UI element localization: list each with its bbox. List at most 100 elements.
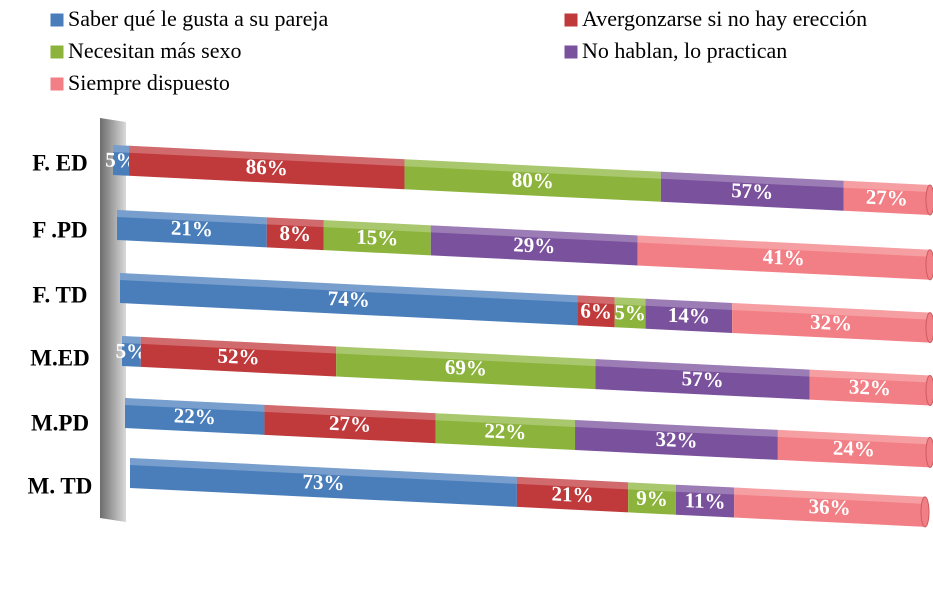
legend-label: Necesitan más sexo: [68, 38, 242, 63]
data-label: 32%: [849, 374, 891, 400]
bar-segment: [266, 217, 324, 251]
bar-highlight: [130, 458, 517, 484]
bar-highlight: [637, 235, 931, 257]
bar-segment: [843, 180, 931, 215]
bar-highlight: [628, 482, 676, 492]
data-label: 57%: [731, 178, 773, 204]
bar-segment: [120, 273, 578, 326]
data-label: 24%: [833, 435, 875, 461]
bar-highlight: [645, 298, 733, 310]
bar-highlight: [777, 429, 931, 445]
data-label: 15%: [356, 225, 398, 251]
category-label: M.ED: [30, 345, 89, 370]
legend-swatch: [49, 12, 65, 28]
bar-segment: [660, 171, 844, 211]
data-label: 14%: [668, 303, 710, 329]
bar-highlight: [660, 171, 844, 188]
category-label: M.PD: [31, 410, 89, 435]
bar-highlight: [125, 398, 265, 412]
bar-highlight: [435, 413, 576, 428]
bar-highlight: [577, 295, 615, 305]
bar-highlight: [323, 220, 431, 233]
bar-segment: [130, 458, 517, 507]
bar-highlight: [120, 273, 578, 303]
bar-segment: [595, 359, 810, 400]
bar-segment: [430, 225, 638, 266]
bar-segment: [575, 420, 778, 460]
data-label: 74%: [328, 286, 370, 312]
bar-segment: [122, 336, 141, 367]
data-label: 57%: [682, 366, 724, 392]
bar-highlight: [129, 145, 405, 167]
bar-segment: [628, 482, 676, 515]
bar-highlight: [117, 210, 267, 225]
bar-segment: [734, 487, 926, 527]
legend-swatch: [563, 12, 579, 28]
category-label: M. TD: [28, 473, 93, 498]
legend-label: Saber qué le gusta a su pareja: [68, 6, 328, 31]
bar-segment: [614, 297, 646, 329]
bar-segment: [125, 398, 265, 435]
bar-end: [925, 375, 933, 407]
data-label: 9%: [636, 486, 667, 512]
legend-swatch: [49, 76, 65, 92]
bar-highlight: [336, 346, 596, 367]
bar-highlight: [404, 159, 661, 179]
data-label: 32%: [655, 427, 697, 453]
category-label: F. ED: [32, 150, 87, 175]
bar-highlight: [430, 225, 638, 243]
data-label: 80%: [512, 167, 554, 193]
data-label: 41%: [763, 244, 805, 270]
bar-highlight: [675, 484, 735, 495]
data-label: 29%: [513, 232, 555, 258]
bar-highlight: [266, 217, 324, 228]
bar-row: 74% 6% 5% 14% 32%: [120, 273, 933, 344]
bar-row: 21% 8% 15% 29% 41%: [117, 210, 933, 281]
bar-highlight: [732, 302, 930, 320]
bar-segment: [809, 369, 931, 406]
bar-segment: [323, 220, 431, 256]
legend-swatch: [563, 44, 579, 60]
bar-highlight: [575, 420, 778, 437]
bar-highlight: [264, 404, 436, 421]
bar-segment: [336, 346, 596, 390]
chart-wall: [100, 118, 126, 522]
bar-row: 5% 86% 80% 57% 27%: [105, 145, 933, 216]
bar-segment: [113, 145, 130, 176]
data-label: 27%: [866, 185, 908, 211]
data-label: 69%: [445, 355, 487, 381]
data-label: 6%: [580, 298, 611, 324]
bar-segment: [577, 295, 615, 328]
bar-segment: [675, 484, 735, 518]
bar-segment: [516, 476, 629, 513]
data-label: 52%: [218, 344, 260, 370]
legend-label: Siempre dispuesto: [68, 70, 230, 95]
bar-end: [925, 312, 933, 344]
bar-segment: [117, 210, 267, 248]
category-label: F .PD: [32, 217, 87, 242]
bar-end: [925, 436, 933, 468]
bar-highlight: [516, 476, 629, 490]
bar-segment: [645, 298, 733, 333]
data-label: 22%: [484, 418, 526, 444]
legend-swatch: [49, 44, 65, 60]
bar-segment: [637, 235, 931, 280]
data-label: 86%: [246, 154, 288, 180]
data-label: 21%: [171, 215, 213, 241]
bar-highlight: [843, 180, 931, 192]
bar-segment: [404, 159, 661, 202]
category-label: F. TD: [33, 282, 88, 307]
bar-segment: [140, 336, 337, 377]
bar-segment: [732, 302, 930, 343]
data-label: 32%: [810, 310, 852, 336]
bar-end: [920, 496, 930, 528]
bar-row: 5% 52% 69% 57% 32%: [116, 336, 933, 407]
bar-segment: [129, 145, 405, 190]
bar-segment: [777, 429, 931, 468]
data-label: 8%: [280, 221, 311, 247]
bar-segment: [435, 413, 576, 451]
bar-row: 73% 21% 9% 11% 36%: [130, 458, 930, 528]
data-label: 11%: [685, 488, 726, 514]
bar-highlight: [614, 297, 646, 306]
